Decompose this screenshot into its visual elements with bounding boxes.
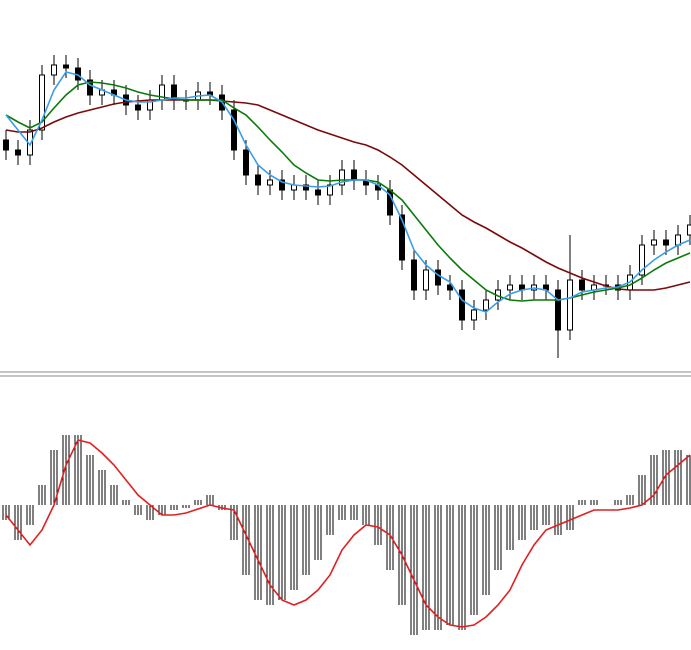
candle-body	[339, 169, 345, 186]
candle-body	[315, 189, 321, 196]
candle-body	[267, 179, 273, 186]
candle-body	[51, 64, 57, 76]
candle-body	[507, 284, 513, 291]
candle-body	[411, 259, 417, 291]
candle-body	[243, 149, 249, 176]
candle-body	[423, 269, 429, 291]
candle-body	[663, 239, 669, 246]
candle-body	[447, 284, 453, 291]
candle-body	[135, 104, 141, 111]
candle-body	[327, 184, 333, 196]
candle-body	[687, 224, 691, 236]
candle-body	[483, 299, 489, 311]
candle-body	[87, 79, 93, 96]
candle-body	[351, 169, 357, 181]
candle-body	[639, 244, 645, 276]
candle-body	[303, 184, 309, 191]
candle-body	[15, 149, 21, 156]
candle-body	[459, 289, 465, 321]
indicator-line	[5, 99, 691, 291]
candle-body	[579, 279, 585, 291]
candle-body	[435, 269, 441, 286]
indicator-line	[5, 439, 691, 628]
candle-body	[39, 74, 45, 131]
candle-body	[399, 214, 405, 261]
candle-body	[471, 309, 477, 321]
candle-body	[555, 289, 561, 331]
candle-body	[63, 64, 69, 69]
candle-body	[3, 139, 9, 151]
candle-body	[231, 109, 237, 151]
candle-body	[651, 239, 657, 246]
candle-body	[567, 279, 573, 331]
candle-body	[255, 174, 261, 186]
candle-body	[279, 179, 285, 191]
indicator-line	[5, 71, 691, 313]
indicator-line	[5, 81, 691, 302]
